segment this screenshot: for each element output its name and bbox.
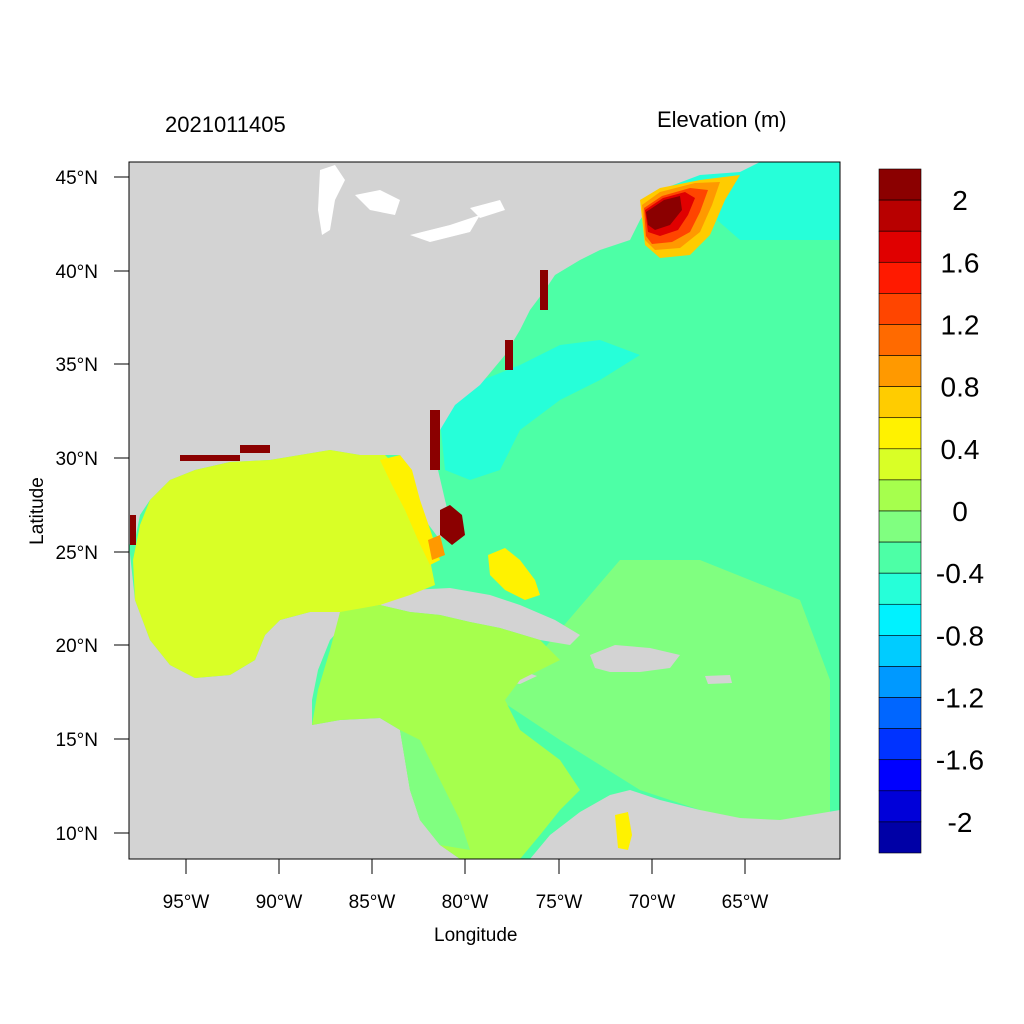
colorbar-swatch <box>878 541 922 574</box>
colorbar-swatch <box>878 759 922 792</box>
x-tick-label: 75°W <box>536 892 583 913</box>
colorbar-swatch <box>878 697 922 729</box>
eastern-caribbean-region <box>500 560 830 830</box>
colorbar-swatch <box>878 572 922 605</box>
colorbar-label: 1.2 <box>941 309 980 340</box>
colorbar-swatch <box>878 168 922 201</box>
colorbar-swatch <box>878 261 922 294</box>
colorbar-label: -0.8 <box>936 620 984 651</box>
florida-west-coast-surge <box>380 455 440 565</box>
y-tick-label: 15°N <box>56 730 98 751</box>
x-tick-label: 70°W <box>629 892 676 913</box>
bahamas-surge <box>488 548 540 600</box>
colorbar-swatch <box>878 448 922 481</box>
x-axis: 95°W 90°W 85°W 80°W 75°W 70°W 65°W <box>163 859 769 913</box>
colorbar-swatch <box>878 293 922 325</box>
colorbar-label: -1.2 <box>936 683 984 714</box>
colorbar-label: 2 <box>952 185 968 216</box>
north-atlantic-region <box>640 162 840 240</box>
colorbar-label: -2 <box>948 807 973 838</box>
colorbar-label: -0.4 <box>936 558 984 589</box>
southeast-coastal-region <box>440 340 640 480</box>
great-lakes <box>318 165 505 242</box>
colorbar-swatch <box>878 417 922 450</box>
colorbar-swatch <box>878 230 922 263</box>
y-tick-label: 35°N <box>56 355 98 376</box>
colorbar-label: 0.8 <box>941 372 980 403</box>
colorbar-swatch <box>878 386 922 419</box>
colorbar-swatch <box>878 821 922 854</box>
coastal-surge-spots <box>130 270 548 545</box>
colorbar <box>878 168 922 854</box>
variable-title: Elevation (m) <box>657 107 787 132</box>
colorbar-swatch <box>878 199 922 232</box>
colorbar-swatch <box>878 666 922 698</box>
western-caribbean-region <box>312 605 580 859</box>
colorbar-swatch <box>878 790 922 823</box>
x-axis-label: Longitude <box>434 925 518 946</box>
x-tick-label: 90°W <box>256 892 303 913</box>
colorbar-label: 0.4 <box>941 434 980 465</box>
y-tick-label: 40°N <box>56 262 98 283</box>
map-frame <box>128 161 841 860</box>
florida-keys-surge <box>428 535 445 560</box>
y-tick-label: 10°N <box>56 824 98 845</box>
x-tick-label: 85°W <box>349 892 396 913</box>
y-axis: 45°N 40°N 35°N 30°N 25°N 20°N 15°N 10°N <box>56 168 129 845</box>
colorbar-swatch <box>878 355 922 387</box>
gulf-of-mexico-region <box>133 450 435 678</box>
colorbar-swatch <box>878 510 922 543</box>
x-tick-label: 65°W <box>722 892 769 913</box>
x-tick-label: 95°W <box>163 892 210 913</box>
y-tick-label: 25°N <box>56 543 98 564</box>
colorbar-swatch <box>878 728 922 761</box>
colorbar-label: 0 <box>952 496 968 527</box>
map-panel <box>129 162 840 859</box>
colorbar-swatch <box>878 635 922 667</box>
mosquito-coast-region <box>400 730 470 850</box>
y-tick-label: 20°N <box>56 636 98 657</box>
land-masses <box>129 162 840 859</box>
south-florida-surge <box>440 505 465 545</box>
colorbar-labels: 2 1.6 1.2 0.8 0.4 0 -0.4 -0.8 -1.2 -1.6 -2 <box>936 185 984 838</box>
colorbar-swatch <box>878 324 922 356</box>
colorbar-swatch <box>878 479 922 512</box>
new-england-surge <box>640 175 740 258</box>
y-tick-label: 30°N <box>56 449 98 470</box>
colorbar-label: -1.6 <box>936 745 984 776</box>
map-timestamp: 2021011405 <box>165 112 286 137</box>
colorbar-swatch <box>878 603 922 636</box>
y-tick-label: 45°N <box>56 168 98 189</box>
colorbar-label: 1.6 <box>941 247 980 278</box>
lake-maracaibo-surge <box>615 812 632 850</box>
x-tick-label: 80°W <box>442 892 489 913</box>
